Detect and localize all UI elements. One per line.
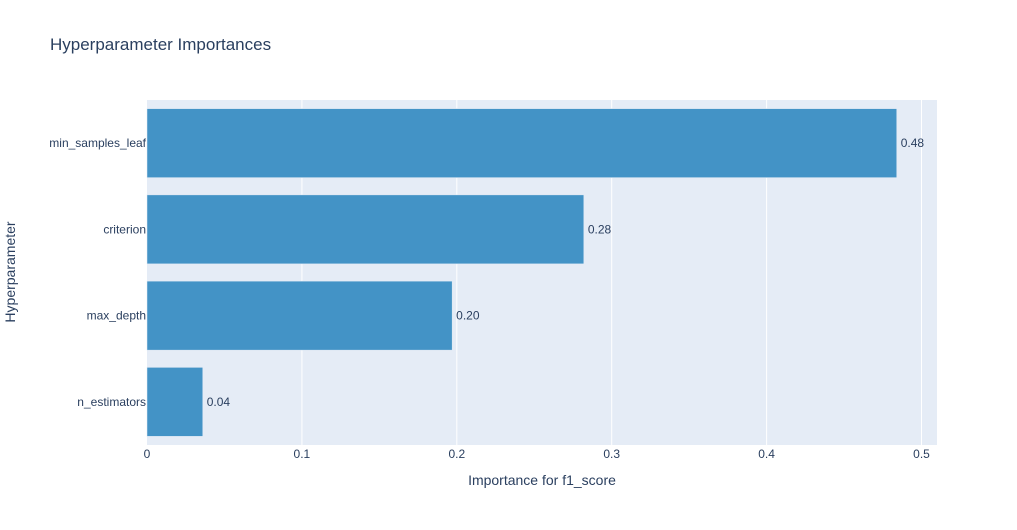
bar-value-label: 0.04 xyxy=(207,395,231,409)
y-axis-ticks: min_samples_leaf criterion max_depth n_esti… xyxy=(49,136,146,409)
bars xyxy=(146,108,897,437)
bar-max-depth[interactable] xyxy=(146,280,453,351)
y-tick-label: max_depth xyxy=(87,309,146,323)
y-tick-label: min_samples_leaf xyxy=(49,136,146,150)
bar-value-label: 0.48 xyxy=(901,136,925,150)
x-tick-label: 0.2 xyxy=(448,447,465,461)
x-axis-ticks: 0 0.1 0.2 0.3 0.4 0.5 xyxy=(144,447,931,461)
bar-min-samples-leaf[interactable] xyxy=(146,108,897,178)
y-tick-label: criterion xyxy=(103,222,146,236)
x-tick-label: 0.4 xyxy=(758,447,775,461)
bar-n-estimators[interactable] xyxy=(146,367,204,437)
y-tick-label: n_estimators xyxy=(77,395,146,409)
x-axis-title: Importance for f1_score xyxy=(468,472,616,488)
y-axis-title: Hyperparameter xyxy=(2,221,18,322)
chart-title: Hyperparameter Importances xyxy=(50,35,271,54)
bar-value-label: 0.28 xyxy=(588,222,612,236)
bar-value-labels: 0.48 0.28 0.20 0.04 xyxy=(207,136,925,409)
x-tick-label: 0.3 xyxy=(603,447,620,461)
bar-value-label: 0.20 xyxy=(456,309,480,323)
x-tick-label: 0 xyxy=(144,447,151,461)
bar-criterion[interactable] xyxy=(146,194,585,265)
x-tick-label: 0.1 xyxy=(294,447,311,461)
x-tick-label: 0.5 xyxy=(913,447,930,461)
